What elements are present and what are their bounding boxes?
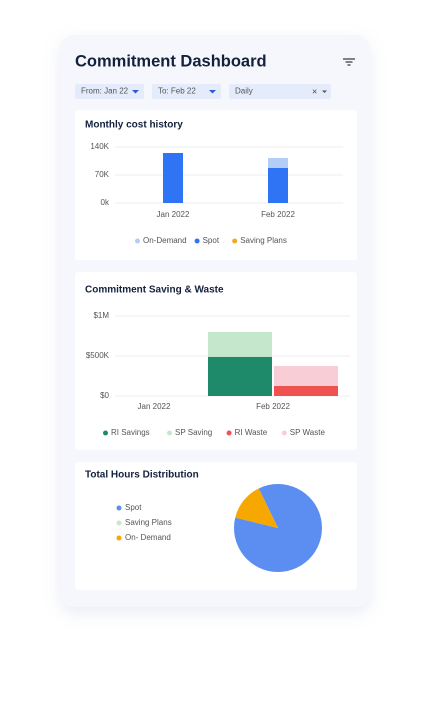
legend-marker (116, 520, 122, 526)
bar-segment (274, 386, 338, 396)
legend-marker (116, 535, 122, 541)
y-tick-label: 140K (90, 142, 109, 151)
legend-label: Spot (125, 503, 142, 512)
y-tick-label: $500K (86, 351, 110, 360)
to-filter-label: To: Feb 22 (158, 87, 196, 96)
y-tick-label: $1M (93, 311, 109, 320)
legend-label: RI Waste (235, 428, 268, 437)
bar-segment (268, 158, 288, 168)
from-filter[interactable] (75, 84, 144, 99)
legend-label: SP Waste (290, 428, 326, 437)
legend-label: Spot (203, 236, 220, 245)
x-tick-label: Feb 2022 (256, 402, 290, 411)
legend-marker (116, 505, 122, 511)
y-tick-label: $0 (100, 391, 109, 400)
legend-label: SP Saving (175, 428, 212, 437)
x-tick-label: Jan 2022 (138, 402, 171, 411)
dropdown-arrow (132, 90, 139, 94)
to-filter[interactable] (152, 84, 221, 99)
chart-title: Total Hours Distribution (85, 470, 199, 481)
legend-marker (281, 430, 287, 436)
bar-segment (208, 356, 272, 396)
legend-label: Saving Plans (125, 518, 172, 527)
period-filter-label: Daily (235, 87, 253, 96)
bar-segment (208, 332, 272, 357)
legend-marker (167, 430, 172, 436)
legend-marker (135, 238, 140, 244)
x-tick-label: Jan 2022 (157, 210, 190, 219)
legend-marker (194, 238, 200, 244)
page-title: Commitment Dashboard (75, 52, 267, 70)
legend-marker (226, 430, 232, 436)
from-filter-label: From: Jan 22 (81, 87, 129, 96)
clear-icon[interactable]: × (312, 86, 317, 96)
legend-marker (232, 238, 238, 244)
bar-segment (268, 168, 288, 203)
dropdown-arrow (209, 90, 216, 94)
filter-icon[interactable] (343, 58, 355, 66)
pie-slice (234, 484, 322, 573)
bar-segment (163, 153, 183, 203)
chart-title: Commitment Saving & Waste (85, 285, 224, 296)
legend-label: On-Demand (143, 236, 187, 245)
bar-segment (274, 366, 338, 386)
x-tick-label: Feb 2022 (261, 210, 295, 219)
legend-label: Saving Plans (240, 236, 287, 245)
pie-slice (235, 488, 278, 528)
y-tick-label: 70K (95, 170, 110, 179)
y-tick-label: 0k (101, 198, 110, 207)
dropdown-arrow (322, 90, 327, 93)
legend-label: RI Savings (111, 428, 150, 437)
legend-marker (103, 430, 108, 436)
chart-title: Monthly cost history (85, 120, 183, 131)
legend-label: On- Demand (125, 533, 171, 542)
period-filter[interactable] (229, 84, 331, 99)
